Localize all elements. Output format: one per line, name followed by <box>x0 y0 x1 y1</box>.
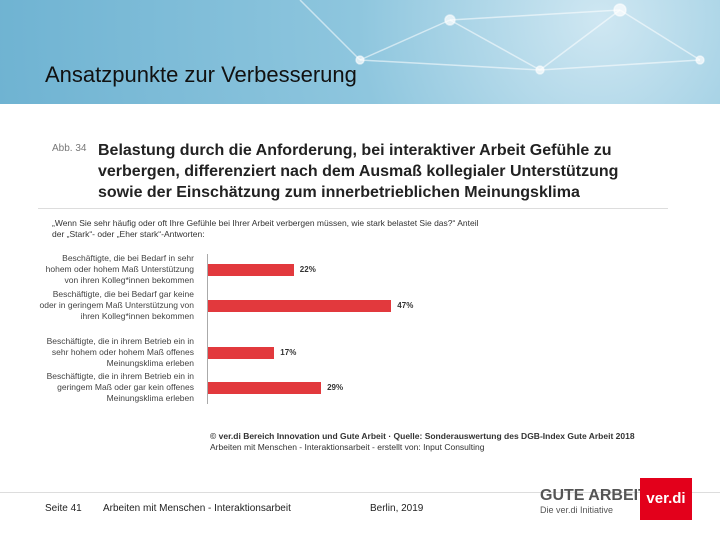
slide-title: Ansatzpunkte zur Verbesserung <box>45 62 357 87</box>
logo-initiative: Die ver.di Initiative <box>540 505 614 515</box>
bar <box>208 382 322 394</box>
logo-gute-arbeit: GUTE ARBEIT <box>540 487 648 504</box>
figure-label: Abb. 34 <box>52 143 87 154</box>
divider <box>38 208 668 209</box>
page-number: Seite 41 <box>45 503 82 514</box>
category-label: Beschäftigte, die in ihrem Betrieb ein i… <box>46 336 194 368</box>
value-label: 17% <box>280 348 297 357</box>
category-label: Beschäftigte, die bei Bedarf in sehr hoh… <box>45 253 194 285</box>
category-label: Beschäftigte, die bei Bedarf gar keine o… <box>39 289 195 321</box>
source: © ver.di Bereich Innovation und Gute Arb… <box>210 431 635 441</box>
value-label: 29% <box>327 383 344 392</box>
category-label: Beschäftigte, die in ihrem Betrieb ein i… <box>46 371 194 403</box>
axis-line <box>207 254 208 404</box>
network-graphic <box>299 0 705 75</box>
bar <box>208 264 294 276</box>
bar <box>208 347 275 359</box>
value-label: 47% <box>397 301 414 310</box>
header-background <box>0 0 720 104</box>
bar <box>208 300 392 312</box>
chart-subtitle: „Wenn Sie sehr häufig oder oft Ihre Gefü… <box>52 218 479 239</box>
footer-topic: Arbeiten mit Menschen - Interaktionsarbe… <box>103 503 291 514</box>
value-label: 22% <box>299 265 316 274</box>
footer-line <box>0 492 720 493</box>
source: Arbeiten mit Menschen - Interaktionsarbe… <box>210 442 485 452</box>
footer-date: Berlin, 2019 <box>370 503 424 514</box>
chart-title: Belastung durch die Anforderung, bei int… <box>98 142 619 201</box>
logo-verdi: ver.di <box>640 478 692 520</box>
